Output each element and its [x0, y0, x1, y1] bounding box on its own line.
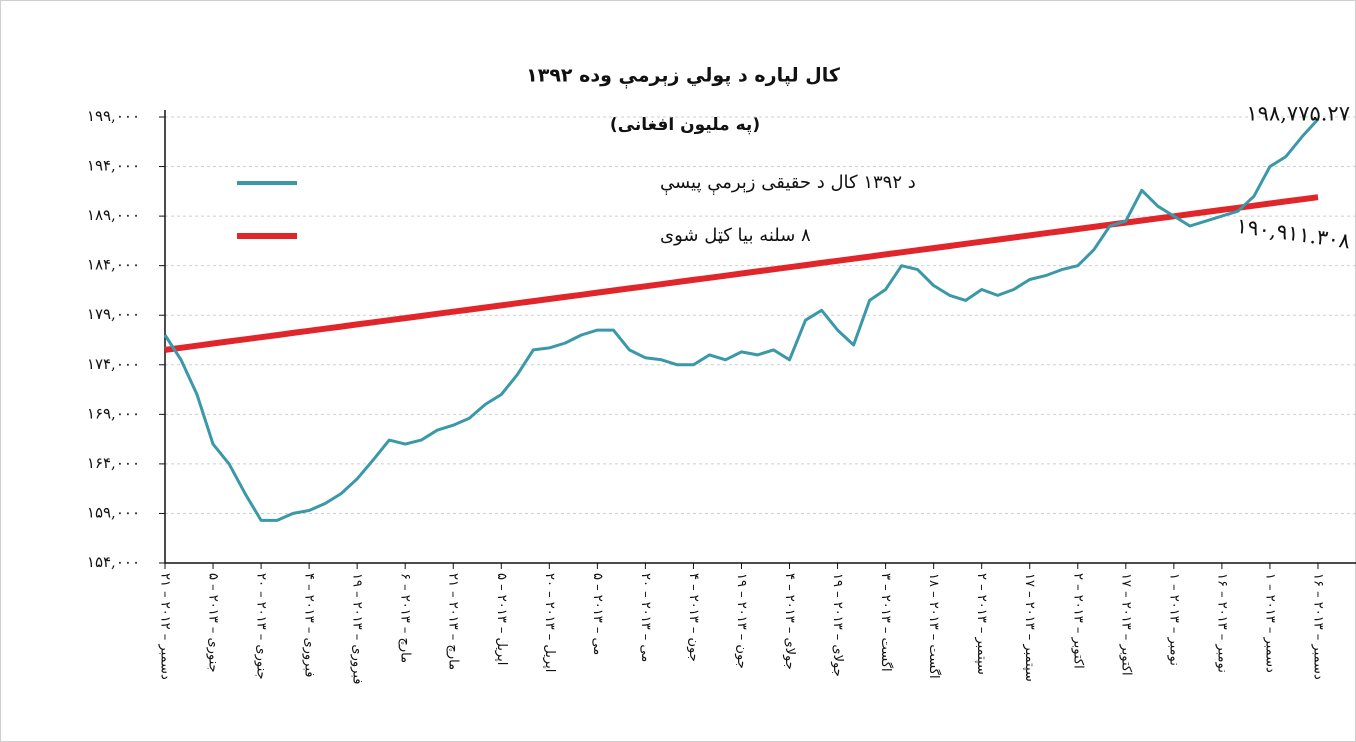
x-tick-label: ۱۸ – اگست – ۲۰۱۳ — [926, 573, 942, 679]
x-tick-label: ۳ – اگست – ۲۰۱۳ — [878, 573, 894, 672]
x-tick-label: ۱۷ – اکتوبر – ۲۰۱۳ — [1118, 573, 1133, 676]
x-tick-label: ۴ – جولای – ۲۰۱۳ — [782, 573, 797, 670]
x-tick-label: ۵ – می – ۲۰۱۳ — [590, 573, 605, 655]
chart-subtitle: (په ملیون افغانی) — [610, 115, 760, 135]
x-tick-label: ۱۶ – نومبر – ۲۰۱۳ — [1214, 573, 1229, 673]
y-tick-label: ۱۹۹,۰۰۰ — [87, 107, 140, 125]
x-tick-label: ۴ – فبروری – ۲۰۱۳ — [302, 573, 317, 678]
x-tick-label: ۲ – سپتمبر – ۲۰۱۳ — [974, 573, 989, 675]
y-tick-label: ۱۸۹,۰۰۰ — [87, 206, 140, 224]
y-tick-label: ۱۵۹,۰۰۰ — [87, 503, 140, 521]
x-tick-label: ۲۰ – می – ۲۰۱۳ — [638, 573, 653, 662]
x-tick-label: ۲۰ – جنوری – ۲۰۱۳ — [254, 573, 269, 680]
chart-title: ۱۳۹۲ کال لپاره د پولي زېرمې وده — [526, 65, 841, 90]
series-line — [164, 194, 1319, 353]
x-tick-label: ۲۱ – مارچ – ۲۰۱۳ — [446, 573, 461, 670]
x-tick-label: ۲۰ – اپریل – ۲۰۱۳ — [542, 573, 557, 672]
y-tick-label: ۱۷۴,۰۰۰ — [87, 355, 140, 373]
x-tick-label: ۵ – اپریل – ۲۰۱۳ — [494, 573, 509, 665]
x-tick-label: ۲۱ – دسمبر – ۲۰۱۲ — [158, 573, 173, 680]
legend-label: ۸ سلنه بیا کټل شوی — [660, 225, 811, 246]
x-tick-label: ۱ – دسمبر – ۲۰۱۳ — [1262, 573, 1277, 673]
annotation: ۱۹۰,۹۱۱.۳۰۸ — [1235, 214, 1352, 254]
x-tick-label: ۲ – اکتوبر – ۲۰۱۳ — [1070, 573, 1085, 669]
x-tick-label: ۱ – نومبر – ۲۰۱۳ — [1166, 573, 1181, 666]
series-line — [163, 118, 1320, 522]
y-tick-label: ۱۶۹,۰۰۰ — [87, 404, 140, 422]
legend-label: د ۱۳۹۲ کال د حقیقی زېرمې پیسې — [660, 172, 916, 196]
x-tick-label: ۴ – جون – ۲۰۱۳ — [686, 573, 701, 662]
x-tick-label: ۱۹ – جولای – ۲۰۱۳ — [830, 573, 845, 677]
x-tick-label: ۱۶ – دسمبر – ۲۰۱۳ — [1310, 573, 1325, 680]
y-tick-label: ۱۷۹,۰۰۰ — [87, 305, 140, 323]
y-tick-label: ۱۸۴,۰۰۰ — [87, 256, 140, 274]
y-tick-label: ۱۶۴,۰۰۰ — [87, 454, 140, 472]
x-tick-label: ۱۹ – جون – ۲۰۱۳ — [734, 573, 749, 669]
x-tick-label: ۱۹ – فبروری – ۲۰۱۳ — [350, 573, 365, 684]
y-tick-label: ۱۵۴,۰۰۰ — [87, 553, 140, 571]
x-tick-label: ۶ – مارچ – ۲۰۱۳ — [398, 573, 413, 663]
x-tick-label: ۵ – جنوری – ۲۰۱۳ — [206, 573, 221, 673]
annotation: ۱۹۸,۷۷۵.۲۷ — [1246, 102, 1350, 126]
x-tick-label: ۱۷ – سپتمبر – ۲۰۱۳ — [1022, 573, 1037, 682]
y-tick-label: ۱۹۴,۰۰۰ — [87, 157, 140, 175]
